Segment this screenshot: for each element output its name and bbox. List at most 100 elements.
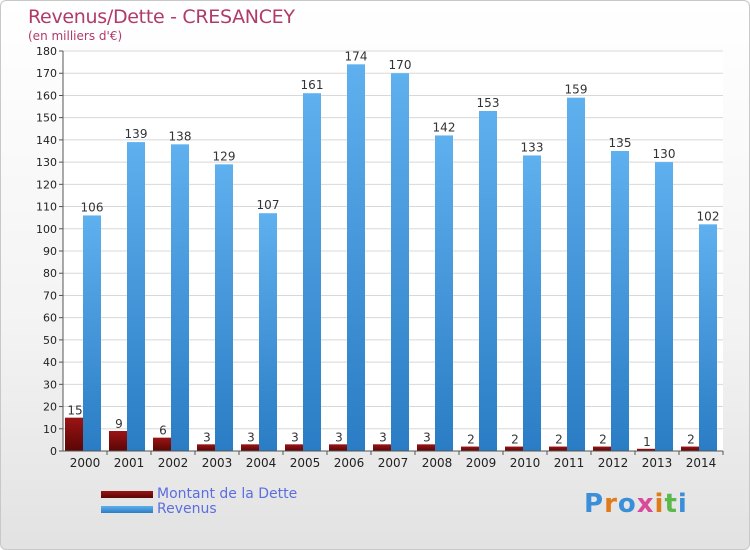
bar-debt — [505, 446, 523, 451]
data-label-revenue: 102 — [697, 209, 720, 223]
y-tick-label: 150 — [36, 112, 57, 125]
x-tick-label: 2013 — [642, 456, 673, 470]
data-label-revenue: 174 — [345, 49, 368, 63]
y-tick-label: 50 — [43, 334, 57, 347]
legend-label-debt: Montant de la Dette — [157, 486, 298, 502]
chart-title: Revenus/Dette - CRESANCEY — [28, 6, 295, 28]
data-label-debt: 9 — [115, 417, 123, 431]
y-tick-label: 80 — [43, 267, 57, 280]
y-tick-label: 20 — [43, 401, 57, 414]
bar-debt — [285, 444, 303, 451]
bar-revenue — [215, 164, 233, 452]
x-tick-label: 2007 — [378, 456, 409, 470]
bar-debt — [153, 437, 171, 451]
data-label-revenue: 129 — [213, 149, 236, 163]
legend-label-revenue: Revenus — [157, 501, 217, 517]
proxiti-logo: Proxiti — [584, 489, 688, 519]
x-tick-label: 2004 — [246, 456, 277, 470]
data-label-debt: 2 — [687, 433, 695, 447]
y-tick-label: 60 — [43, 312, 57, 325]
bar-debt — [109, 431, 127, 451]
y-tick-label: 110 — [36, 201, 57, 214]
bar-debt — [197, 444, 215, 451]
bar-debt — [637, 448, 655, 451]
bar-debt — [417, 444, 435, 451]
data-label-debt: 3 — [423, 430, 431, 444]
y-tick-label: 10 — [43, 423, 57, 436]
y-tick-label: 160 — [36, 89, 57, 102]
x-tick-label: 2006 — [334, 456, 365, 470]
bar-revenue — [347, 64, 365, 452]
data-label-debt: 2 — [467, 433, 475, 447]
y-tick-label: 70 — [43, 289, 57, 302]
y-tick-label: 30 — [43, 378, 57, 391]
bar-revenue — [523, 155, 541, 451]
bar-revenue — [435, 135, 453, 451]
x-tick-label: 2005 — [290, 456, 321, 470]
x-tick-label: 2002 — [158, 456, 189, 470]
bar-revenue — [127, 142, 145, 451]
x-tick-label: 2008 — [422, 456, 453, 470]
bar-debt — [241, 444, 259, 451]
logo-letter: P — [584, 489, 605, 519]
y-tick-label: 130 — [36, 156, 57, 169]
y-tick-label: 140 — [36, 134, 57, 147]
data-label-revenue: 161 — [301, 78, 324, 92]
data-labels: 15 106 9 139 6 138 3 129 3 107 3 161 3 174 3 170 3 142 2 15… — [67, 49, 719, 448]
data-label-debt: 2 — [599, 433, 607, 447]
data-label-revenue: 138 — [169, 129, 192, 143]
data-label-revenue: 106 — [81, 200, 104, 214]
y-tick-label: 170 — [36, 67, 57, 80]
logo-letter: t — [664, 489, 678, 519]
x-tick-label: 2010 — [510, 456, 541, 470]
bar-revenue — [259, 213, 277, 451]
bar-revenue — [699, 224, 717, 451]
data-label-revenue: 170 — [389, 58, 412, 72]
bars — [65, 64, 717, 452]
bar-debt — [373, 444, 391, 451]
x-tick-label: 2000 — [70, 456, 101, 470]
logo-letter: i — [677, 489, 688, 519]
x-tick-label: 2003 — [202, 456, 233, 470]
y-tick-label: 40 — [43, 356, 57, 369]
logo-letter: i — [654, 489, 665, 519]
bar-revenue — [303, 93, 321, 451]
data-label-debt: 2 — [511, 433, 519, 447]
data-label-revenue: 133 — [521, 140, 544, 154]
data-label-revenue: 159 — [565, 83, 588, 97]
x-tick-label: 2011 — [554, 456, 585, 470]
y-tick-label: 180 — [36, 45, 57, 58]
x-tick-label: 2001 — [114, 456, 145, 470]
bar-debt — [65, 417, 83, 451]
legend-swatch-debt — [101, 491, 153, 498]
data-label-debt: 15 — [67, 404, 82, 418]
bar-revenue — [611, 151, 629, 451]
data-label-revenue: 142 — [433, 120, 456, 134]
data-label-revenue: 135 — [609, 136, 632, 150]
data-label-revenue: 130 — [653, 147, 676, 161]
data-label-debt: 3 — [379, 430, 387, 444]
bar-revenue — [567, 97, 585, 452]
logo-letter: o — [617, 489, 637, 519]
data-label-debt: 3 — [335, 430, 343, 444]
bar-debt — [681, 446, 699, 451]
logo-letter: x — [636, 489, 655, 519]
y-tick-label: 100 — [36, 223, 57, 236]
data-label-revenue: 139 — [125, 127, 148, 141]
bar-debt — [593, 446, 611, 451]
bar-debt — [329, 444, 347, 451]
data-label-debt: 3 — [247, 430, 255, 444]
logo-letter: r — [604, 489, 618, 519]
data-label-revenue: 153 — [477, 96, 500, 110]
x-tick-label: 2009 — [466, 456, 497, 470]
data-label-debt: 1 — [643, 435, 651, 449]
data-label-debt: 3 — [291, 430, 299, 444]
bar-debt — [549, 446, 567, 451]
bar-debt — [461, 446, 479, 451]
y-axis: 0 10 20 30 40 50 60 70 80 90 100 110 120 130 140 150 160… — [36, 45, 64, 458]
bar-revenue — [479, 111, 497, 451]
data-label-debt: 6 — [159, 424, 167, 438]
chart-subtitle: (en milliers d'€) — [28, 29, 123, 43]
